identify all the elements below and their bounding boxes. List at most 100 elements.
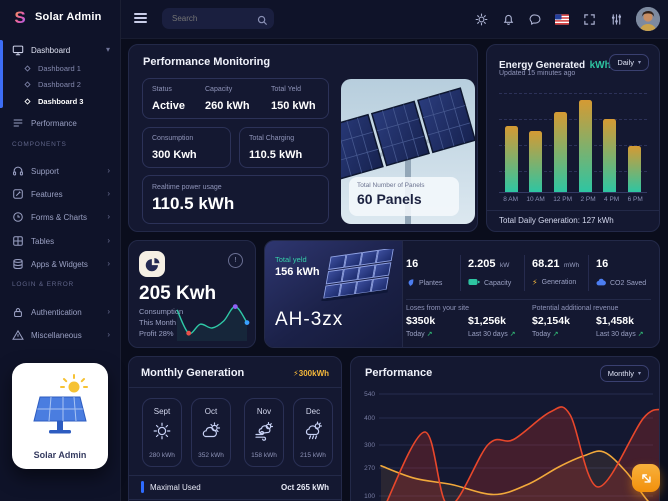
info-icon[interactable]: ! xyxy=(228,253,243,268)
search-input[interactable] xyxy=(162,8,274,29)
svg-text:100: 100 xyxy=(364,493,375,500)
inverter-model-name: AH-3zx xyxy=(275,309,344,330)
consumption-summary-card: ! 205 Kwh Consumption This Month Profit … xyxy=(128,240,256,348)
gridline xyxy=(499,171,647,172)
trend-up-icon: ↗ xyxy=(552,331,559,338)
lightning-icon: ⚡ xyxy=(293,369,299,378)
realtime-usage-value: 110.5 kWh xyxy=(152,194,235,213)
sidebar-item-tables[interactable]: Tables › xyxy=(0,232,120,250)
arrow-corner-icon xyxy=(642,474,651,483)
realtime-usage-box: Realtime power usage 110.5 kWh xyxy=(142,175,329,224)
revenue-month-label: Last 30 days ↗ xyxy=(596,331,644,338)
svg-text:300: 300 xyxy=(364,442,375,449)
consumption-box: Consumption 300 Kwh xyxy=(142,127,231,168)
card-title: Performance xyxy=(365,367,433,379)
realtime-usage-label: Realtime power usage xyxy=(152,184,222,191)
divider xyxy=(588,255,589,291)
pie-chart-icon xyxy=(139,251,165,277)
energy-bar xyxy=(504,126,518,192)
windy-icon xyxy=(253,420,275,447)
revenue-month-value: $1,458k xyxy=(596,315,634,327)
x-axis-tick: 6 PM xyxy=(627,196,643,203)
x-axis-line xyxy=(499,192,647,193)
yield-section: Total yeld 156 kWh AH-3zx xyxy=(265,241,403,347)
loss-month-label: Last 30 days ↗ xyxy=(468,331,516,338)
maximal-used-label: Maximal Used xyxy=(150,483,201,492)
chevron-down-icon: ▾ xyxy=(105,45,110,54)
energy-bar xyxy=(578,100,592,192)
capacity-value: 260 kWh xyxy=(205,100,250,112)
app-logo[interactable]: S Solar Admin xyxy=(10,7,102,27)
menu-toggle-button[interactable] xyxy=(134,13,147,26)
theme-toggle-sun-icon[interactable] xyxy=(474,12,488,26)
notifications-bell-icon[interactable] xyxy=(501,12,515,26)
total-charging-value: 110.5 kWh xyxy=(249,149,303,161)
promo-card[interactable]: Solar Admin xyxy=(12,363,108,469)
user-avatar[interactable] xyxy=(636,7,660,31)
sunny-icon xyxy=(151,420,173,447)
diamond-bullet-icon xyxy=(24,80,31,88)
sidebar-item-features[interactable]: Features › xyxy=(0,185,120,203)
loss-today-label: Today ↗ xyxy=(406,331,433,338)
range-select-button[interactable]: Monthly ▾ xyxy=(599,365,649,382)
chevron-right-icon: › xyxy=(107,166,110,175)
performance-monitoring-card: Performance Monitoring Status Active Cap… xyxy=(128,44,478,232)
range-select-button[interactable]: Daily ▾ xyxy=(609,54,649,71)
x-axis-tick: 8 AM xyxy=(503,196,519,203)
status-summary-box: Status Active Capacity 260 kWh Total Yel… xyxy=(142,78,329,119)
chevron-right-icon: › xyxy=(107,259,110,268)
language-flag-us-icon[interactable] xyxy=(555,12,569,26)
monitor-icon xyxy=(12,45,24,56)
messages-chat-icon[interactable] xyxy=(528,12,542,26)
divider xyxy=(487,210,659,211)
edit-icon xyxy=(13,189,23,199)
revenue-title: Potential additional revenue xyxy=(532,305,619,312)
gridline xyxy=(499,93,647,94)
total-charging-box: Total Charging 110.5 kWh xyxy=(239,127,329,168)
sidebar-item-authentication[interactable]: Authentication › xyxy=(0,303,120,321)
sidebar-item-dashboard-1[interactable]: Dashboard 1 xyxy=(0,59,120,77)
solar-array-illustration xyxy=(321,249,394,301)
sidebar-item-dashboard-2[interactable]: Dashboard 2 xyxy=(0,75,120,93)
settings-sliders-icon[interactable] xyxy=(609,12,623,26)
divider xyxy=(460,255,461,291)
stats-section: 16 Plantes 2.205 kW Capacity 68.21 mWh ⚡… xyxy=(402,241,659,347)
caret-down-icon: ▾ xyxy=(637,371,641,377)
sidebar-item-dashboard[interactable]: Dashboard ▾ xyxy=(0,41,120,59)
fullscreen-icon[interactable] xyxy=(582,12,596,26)
capacity-label: Capacity xyxy=(205,86,233,93)
gridline xyxy=(499,119,647,120)
clock-icon xyxy=(13,212,23,222)
status-value: Active xyxy=(152,100,186,112)
trend-up-icon: ↗ xyxy=(637,331,644,338)
co2-cloud-icon xyxy=(596,278,606,288)
consumption-line2: This Month xyxy=(139,318,177,327)
plant-icon xyxy=(406,278,415,289)
loss-title: Loses from your site xyxy=(406,305,470,312)
performance-chart-card: Performance Monthly ▾ 540 400 300 270 100 xyxy=(350,356,660,501)
x-axis-tick: 4 PM xyxy=(604,196,620,203)
floating-action-button[interactable] xyxy=(632,464,660,492)
daily-total-text: Total Daily Generation: 127 kWh xyxy=(499,216,614,225)
sidebar-item-dashboard-3[interactable]: Dashboard 3 xyxy=(0,92,120,110)
sidebar-item-support[interactable]: Support › xyxy=(0,162,120,180)
chevron-right-icon: › xyxy=(107,330,110,339)
rainy-icon xyxy=(302,420,324,447)
search-icon[interactable] xyxy=(257,13,268,31)
database-icon xyxy=(13,258,23,270)
sidebar-item-miscellaneous[interactable]: Miscellaneous › xyxy=(0,326,120,344)
topbar xyxy=(120,0,668,39)
svg-text:S: S xyxy=(14,8,25,27)
yield-stats-card: Total yeld 156 kWh AH-3zx 16 Plantes xyxy=(264,240,660,348)
card-title: Energy Generated xyxy=(499,60,586,71)
search-box xyxy=(162,8,274,29)
card-title: Monthly Generation xyxy=(141,367,245,379)
total-yield-label: Total yeld xyxy=(275,255,307,264)
chevron-right-icon: › xyxy=(107,236,110,245)
chevron-right-icon: › xyxy=(107,307,110,316)
revenue-today-label: Today ↗ xyxy=(532,331,559,338)
sidebar-item-performance[interactable]: Performance xyxy=(0,114,120,132)
sidebar-item-forms-charts[interactable]: Forms & Charts › xyxy=(0,208,120,226)
sidebar-item-apps-widgets[interactable]: Apps & Widgets › xyxy=(0,255,120,273)
